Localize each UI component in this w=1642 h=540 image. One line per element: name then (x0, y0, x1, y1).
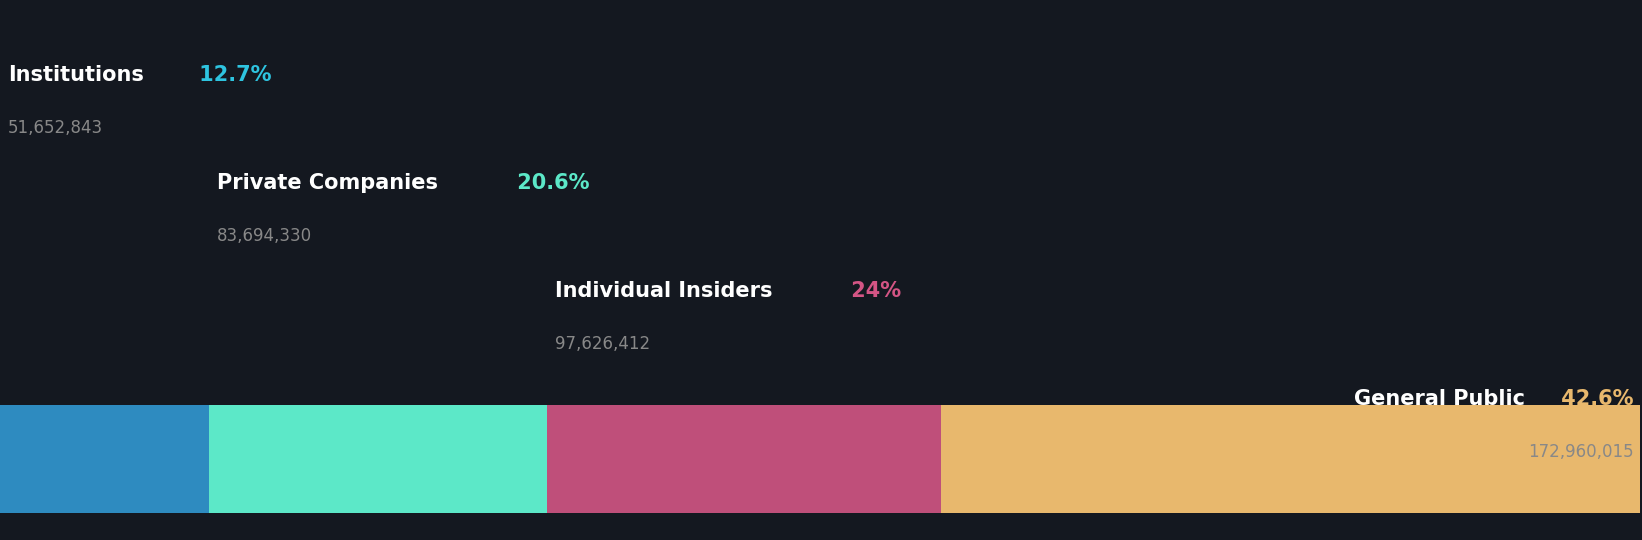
Text: 24%: 24% (844, 281, 901, 301)
Text: 12.7%: 12.7% (192, 65, 271, 85)
Text: 83,694,330: 83,694,330 (217, 227, 312, 245)
Bar (941, 405, 1640, 513)
Text: 20.6%: 20.6% (511, 173, 589, 193)
Text: 97,626,412: 97,626,412 (555, 335, 650, 353)
Text: 51,652,843: 51,652,843 (8, 119, 103, 137)
Bar (0, 405, 209, 513)
Bar (209, 405, 547, 513)
Text: 42.6%: 42.6% (1555, 389, 1634, 409)
Text: General Public: General Public (1353, 389, 1525, 409)
Text: Institutions: Institutions (8, 65, 144, 85)
Text: Private Companies: Private Companies (217, 173, 438, 193)
Text: 172,960,015: 172,960,015 (1529, 443, 1634, 461)
Text: Individual Insiders: Individual Insiders (555, 281, 772, 301)
Bar (547, 405, 941, 513)
